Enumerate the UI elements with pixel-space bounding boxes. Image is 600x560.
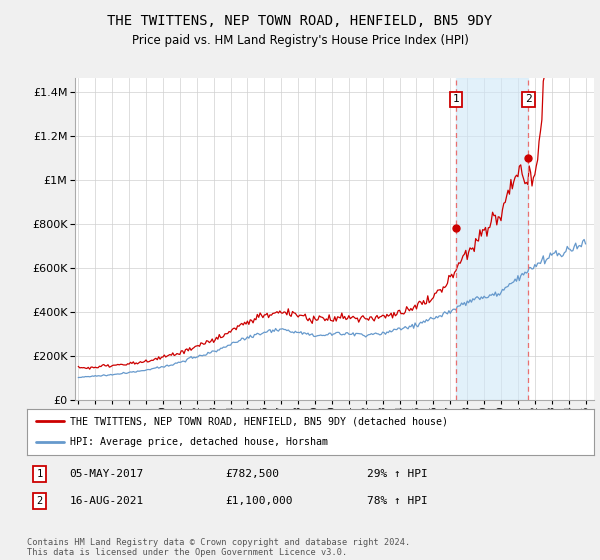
Text: 1: 1 [37,469,43,479]
Text: £1,100,000: £1,100,000 [226,496,293,506]
Text: 78% ↑ HPI: 78% ↑ HPI [367,496,428,506]
Text: THE TWITTENS, NEP TOWN ROAD, HENFIELD, BN5 9DY: THE TWITTENS, NEP TOWN ROAD, HENFIELD, B… [107,14,493,28]
Text: Contains HM Land Registry data © Crown copyright and database right 2024.
This d: Contains HM Land Registry data © Crown c… [27,538,410,557]
Text: Price paid vs. HM Land Registry's House Price Index (HPI): Price paid vs. HM Land Registry's House … [131,34,469,46]
Bar [456,78,529,400]
Text: 2: 2 [37,496,43,506]
Text: 1: 1 [453,94,460,104]
Text: 05-MAY-2017: 05-MAY-2017 [70,469,144,479]
Text: THE TWITTENS, NEP TOWN ROAD, HENFIELD, BN5 9DY (detached house): THE TWITTENS, NEP TOWN ROAD, HENFIELD, B… [70,416,448,426]
Text: 29% ↑ HPI: 29% ↑ HPI [367,469,428,479]
Text: 16-AUG-2021: 16-AUG-2021 [70,496,144,506]
Text: £782,500: £782,500 [226,469,280,479]
Text: 2: 2 [525,94,532,104]
Text: HPI: Average price, detached house, Horsham: HPI: Average price, detached house, Hors… [70,437,328,447]
